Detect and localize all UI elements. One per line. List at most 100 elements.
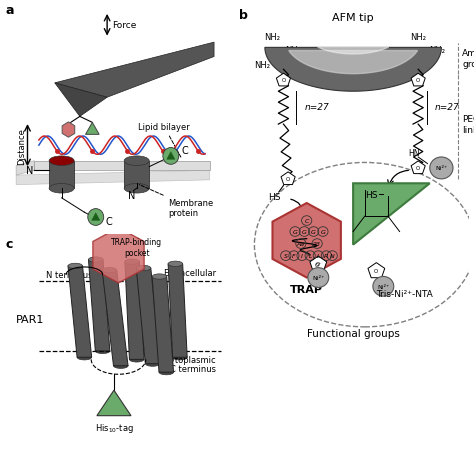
Text: His$_{10}$-tag: His$_{10}$-tag — [94, 421, 133, 434]
Text: G: G — [302, 230, 307, 235]
Polygon shape — [167, 152, 175, 160]
Polygon shape — [68, 266, 91, 358]
Ellipse shape — [152, 274, 167, 280]
Polygon shape — [168, 264, 187, 358]
Text: TRAP: TRAP — [290, 284, 323, 294]
Polygon shape — [136, 268, 160, 364]
Bar — [124, 161, 149, 189]
Text: N: N — [330, 253, 335, 258]
Text: NH₂: NH₂ — [255, 61, 271, 70]
Text: N terminus: N terminus — [46, 270, 92, 279]
Text: a: a — [6, 4, 14, 17]
Ellipse shape — [124, 184, 149, 193]
Polygon shape — [125, 262, 144, 359]
Text: Ni²⁺: Ni²⁺ — [312, 276, 324, 281]
Text: F: F — [292, 253, 296, 258]
Polygon shape — [281, 172, 295, 185]
Text: Ni²⁺: Ni²⁺ — [435, 166, 447, 171]
Circle shape — [88, 209, 104, 226]
Ellipse shape — [49, 156, 74, 166]
Polygon shape — [91, 213, 100, 221]
Text: G: G — [320, 230, 325, 235]
Polygon shape — [34, 161, 210, 171]
Polygon shape — [62, 123, 75, 138]
Ellipse shape — [146, 361, 160, 367]
Polygon shape — [16, 171, 210, 185]
Ellipse shape — [168, 262, 182, 267]
Ellipse shape — [77, 355, 91, 360]
Ellipse shape — [102, 268, 117, 273]
Text: R: R — [324, 253, 328, 258]
Polygon shape — [16, 161, 34, 176]
Text: Distance: Distance — [18, 128, 26, 164]
Ellipse shape — [113, 364, 128, 368]
Polygon shape — [310, 257, 327, 272]
Polygon shape — [85, 123, 99, 135]
Text: S: S — [284, 253, 288, 258]
Ellipse shape — [68, 264, 82, 269]
Text: C terminus: C terminus — [170, 364, 216, 373]
Text: L: L — [317, 253, 320, 258]
Bar — [49, 161, 74, 189]
Text: N: N — [26, 166, 34, 176]
Circle shape — [373, 277, 394, 296]
Polygon shape — [89, 260, 110, 351]
Text: L: L — [309, 253, 312, 258]
Text: TRAP-binding
pocket: TRAP-binding pocket — [111, 238, 162, 257]
Text: 23: 23 — [313, 242, 321, 247]
Polygon shape — [411, 161, 425, 174]
Text: NH₂: NH₂ — [429, 46, 445, 55]
Polygon shape — [265, 48, 441, 92]
Text: HS: HS — [365, 190, 378, 199]
Ellipse shape — [159, 370, 173, 375]
Text: I: I — [301, 253, 303, 258]
Circle shape — [430, 157, 453, 179]
Circle shape — [308, 268, 329, 288]
Text: b: b — [239, 9, 248, 22]
Text: C: C — [181, 146, 188, 156]
Text: n=27: n=27 — [304, 103, 329, 112]
Polygon shape — [368, 263, 385, 278]
Ellipse shape — [136, 266, 151, 271]
Circle shape — [163, 148, 179, 165]
Text: AFM tip: AFM tip — [332, 13, 374, 23]
Text: Aa: Aa — [297, 242, 305, 247]
Text: Membrane
protein: Membrane protein — [139, 185, 214, 218]
Text: Lipid bilayer: Lipid bilayer — [138, 123, 190, 158]
Text: PEG
linker: PEG linker — [462, 115, 474, 135]
Ellipse shape — [95, 349, 110, 354]
Text: O: O — [374, 268, 378, 273]
Text: G: G — [292, 230, 298, 235]
Text: O: O — [282, 78, 285, 83]
Text: HN: HN — [408, 149, 419, 158]
Polygon shape — [353, 184, 430, 245]
Ellipse shape — [49, 184, 74, 193]
Text: NH₂: NH₂ — [264, 33, 280, 42]
Polygon shape — [273, 203, 341, 278]
Text: n=27: n=27 — [434, 103, 459, 112]
Text: Tris-Ni²⁺-NTA: Tris-Ni²⁺-NTA — [376, 289, 433, 298]
Polygon shape — [93, 228, 144, 283]
Ellipse shape — [124, 156, 149, 166]
Text: N: N — [128, 191, 136, 201]
Ellipse shape — [125, 259, 139, 265]
Polygon shape — [102, 271, 128, 366]
Polygon shape — [411, 74, 425, 87]
Text: NH₂: NH₂ — [285, 46, 301, 55]
Text: PAR1: PAR1 — [16, 314, 45, 324]
Ellipse shape — [173, 355, 187, 360]
Text: G: G — [311, 230, 316, 235]
Text: O: O — [286, 176, 290, 181]
Text: Amino-
groups: Amino- groups — [462, 49, 474, 69]
Text: Functional groups: Functional groups — [307, 328, 400, 338]
Text: Ni²⁺: Ni²⁺ — [377, 284, 390, 289]
Text: O: O — [416, 78, 420, 83]
Text: O⁻: O⁻ — [315, 262, 322, 267]
Text: Force: Force — [112, 21, 136, 30]
Ellipse shape — [129, 357, 144, 362]
Polygon shape — [55, 43, 214, 98]
Polygon shape — [97, 390, 131, 416]
Ellipse shape — [89, 258, 103, 262]
Text: Cytoplasmic: Cytoplasmic — [164, 355, 216, 364]
Text: HS: HS — [268, 193, 281, 202]
